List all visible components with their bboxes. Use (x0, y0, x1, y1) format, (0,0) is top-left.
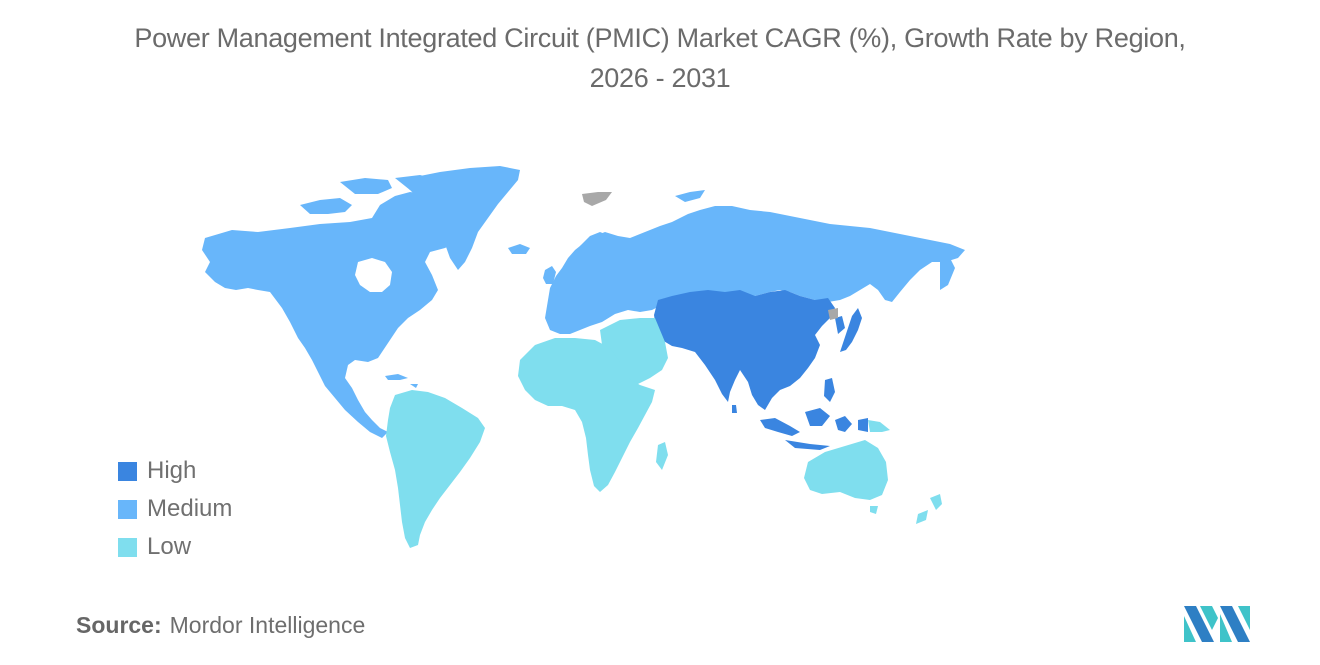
svalbard (582, 192, 612, 206)
central-south-east-asia (654, 290, 835, 410)
source-label: Source: (76, 612, 162, 638)
region-low (386, 318, 942, 548)
scandinavia (572, 232, 610, 266)
chart-title: Power Management Integrated Circuit (PMI… (0, 18, 1320, 98)
papua-west (858, 418, 868, 432)
legend-item-medium: Medium (118, 490, 232, 528)
map-legend: High Medium Low (118, 452, 232, 566)
region-no-data (582, 192, 838, 320)
new-zealand (916, 494, 942, 524)
korea (835, 316, 845, 334)
australia (804, 440, 888, 500)
legend-label-medium: Medium (147, 495, 233, 522)
philippines (824, 378, 835, 402)
region-medium (202, 166, 530, 438)
caribbean (385, 374, 418, 388)
legend-label-high: High (147, 457, 197, 484)
madagascar (656, 442, 668, 470)
region-medium-eurasia (543, 190, 965, 334)
novaya-zemlya (675, 190, 705, 202)
title-line-2: 2026 - 2031 (589, 63, 731, 93)
indonesia (760, 408, 852, 450)
legend-swatch-high (118, 461, 137, 481)
greenland (408, 166, 520, 270)
legend-item-low: Low (118, 528, 232, 566)
region-high (654, 290, 868, 450)
hudson-bay-cutout (355, 258, 392, 292)
kamchatka (940, 258, 955, 290)
papua-new-guinea (868, 420, 890, 432)
legend-item-high: High (118, 452, 232, 490)
north-korea (828, 308, 838, 320)
africa (518, 338, 655, 492)
source-credit: Source: Mordor Intelligence (76, 612, 365, 639)
europe-russia (545, 206, 965, 334)
mordor-intelligence-logo-icon (1184, 606, 1250, 642)
legend-swatch-medium (118, 499, 137, 519)
source-value: Mordor Intelligence (169, 612, 366, 638)
title-line-1: Power Management Integrated Circuit (PMI… (134, 23, 1186, 53)
iceland (508, 244, 530, 254)
uk (543, 266, 556, 284)
sri-lanka (732, 405, 737, 413)
legend-swatch-low (118, 537, 137, 557)
tasmania (870, 506, 878, 514)
canadian-arctic-islands (300, 175, 440, 214)
south-america (386, 390, 485, 548)
japan (840, 308, 862, 352)
north-america (202, 192, 470, 438)
legend-label-low: Low (147, 533, 192, 560)
